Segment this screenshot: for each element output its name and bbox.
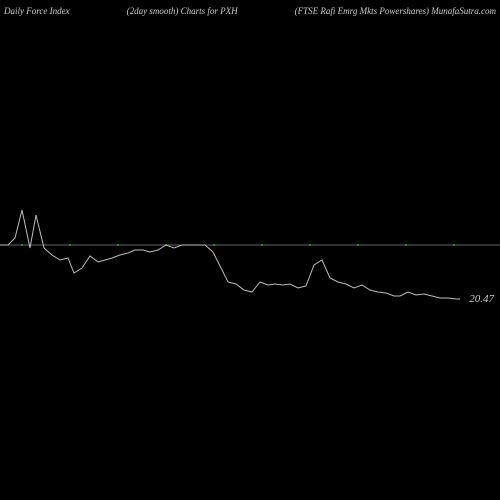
force-index-chart [0,0,500,500]
chart-svg [0,0,500,500]
price-value-label: 20.47 [469,293,494,305]
